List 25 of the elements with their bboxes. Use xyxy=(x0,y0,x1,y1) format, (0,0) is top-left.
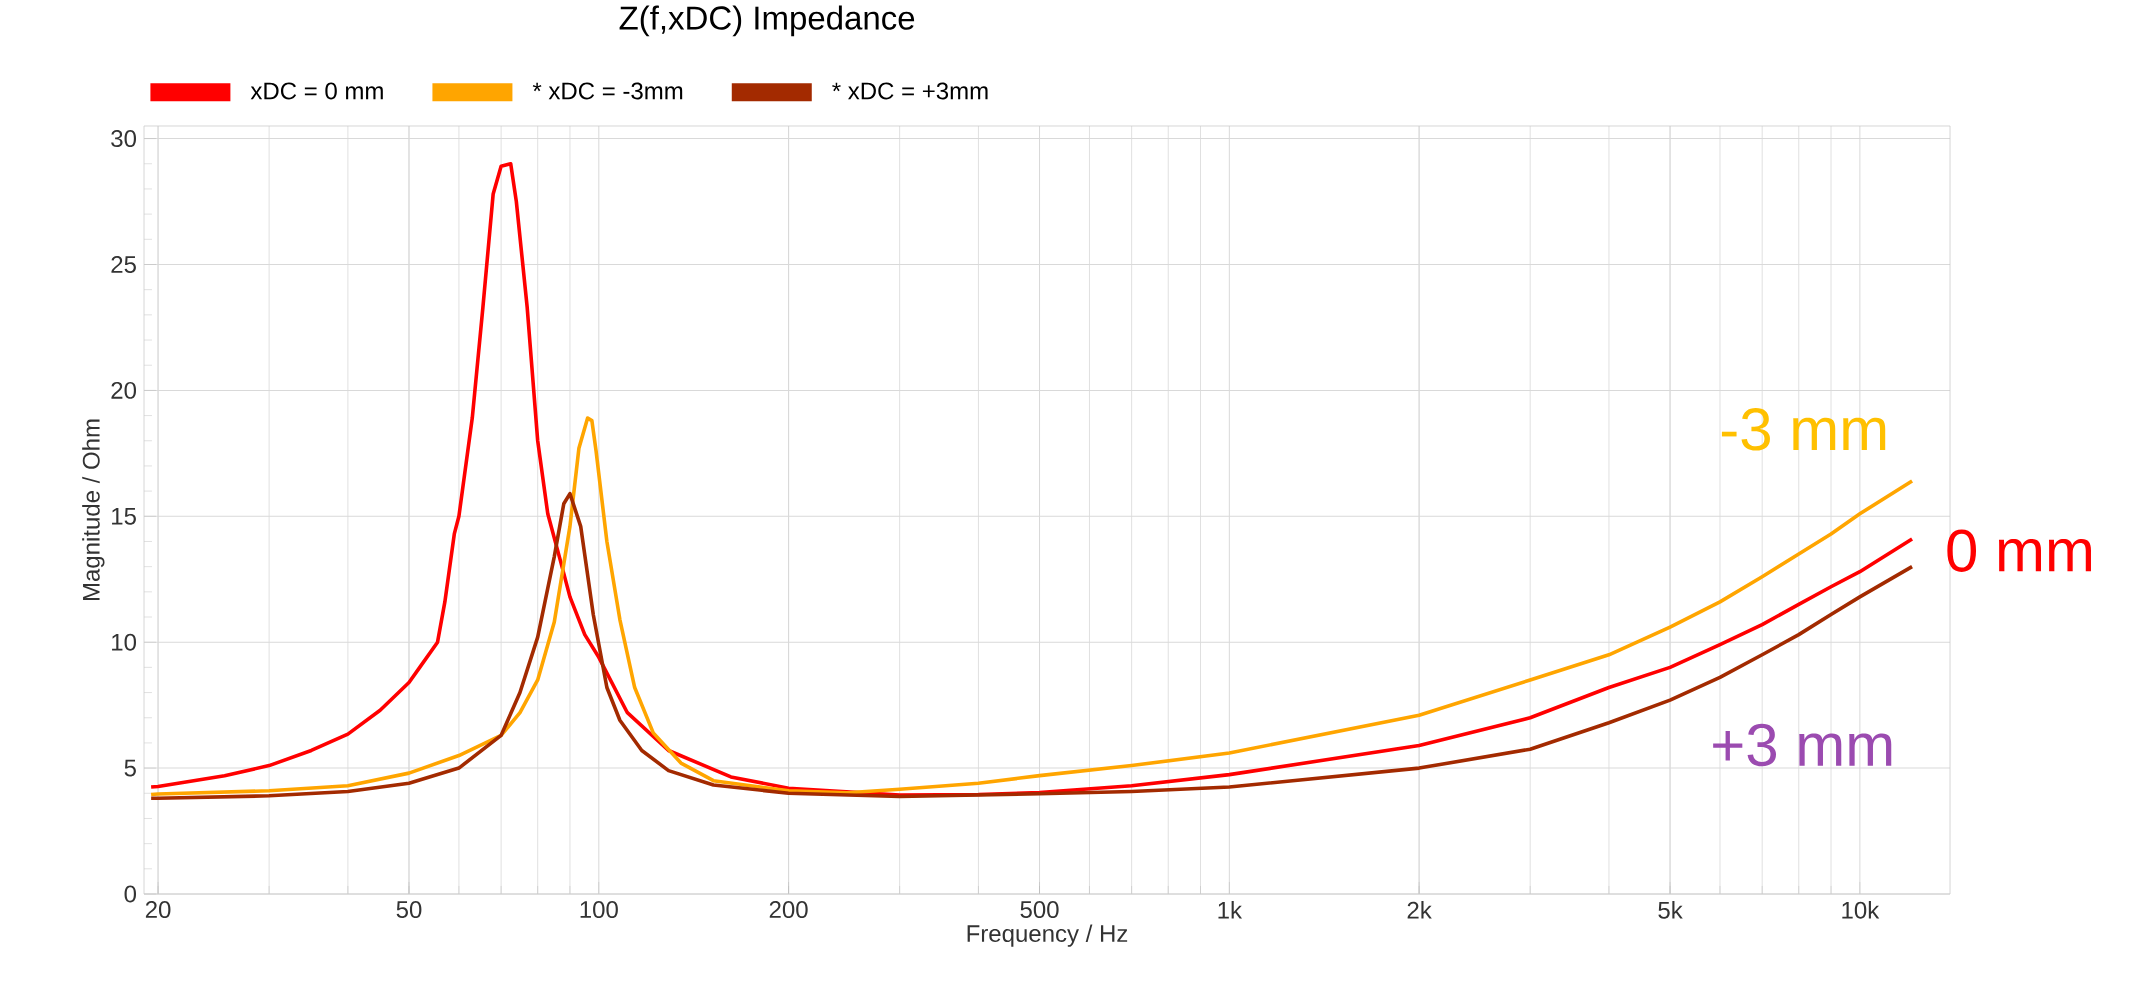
x-tick-label: 1k xyxy=(1218,901,1243,919)
x-tick-label: 100 xyxy=(580,901,618,919)
y-tick-label: 0 xyxy=(124,885,137,903)
chart-title: Z(f,xDC) Impedance xyxy=(619,5,915,37)
x-tick-label: 5k xyxy=(1658,901,1683,919)
y-tick-label: 25 xyxy=(111,256,136,273)
y-tick-label: 5 xyxy=(124,759,136,777)
y-axis-title: Magnitude / Ohm xyxy=(82,419,105,601)
annotation: +3 mm xyxy=(1713,723,1892,767)
x-tick-label: 50 xyxy=(396,901,422,919)
x-tick-label: 20 xyxy=(145,901,171,919)
annotation: -3 mm xyxy=(1721,408,1886,451)
y-tick-label: 20 xyxy=(111,381,137,399)
x-tick-label: 10k xyxy=(1842,901,1880,919)
legend-label: xDC = 0 mm xyxy=(250,82,383,100)
x-axis-title: Frequency / Hz xyxy=(967,924,1128,947)
annotation: 0 mm xyxy=(1947,529,2091,572)
legend-label: * xDC = +3mm xyxy=(832,82,988,100)
y-tick-label: 15 xyxy=(112,507,136,525)
y-tick-label: 30 xyxy=(111,130,137,148)
x-tick-label: 2k xyxy=(1407,901,1432,919)
y-tick-label: 10 xyxy=(112,633,137,651)
x-tick-label: 500 xyxy=(1020,901,1059,919)
x-tick-label: 200 xyxy=(769,901,808,919)
legend-label: * xDC = -3mm xyxy=(532,82,683,100)
